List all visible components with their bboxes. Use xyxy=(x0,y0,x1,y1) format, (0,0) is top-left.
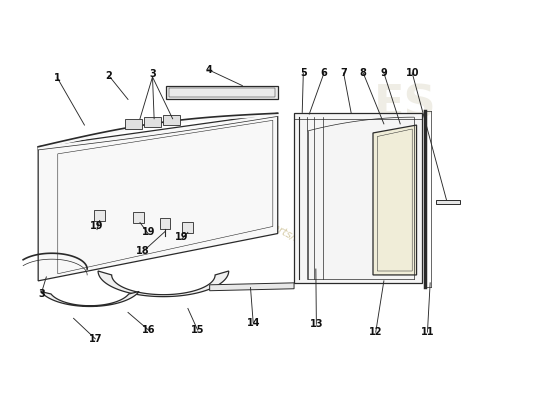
Text: 15: 15 xyxy=(191,325,205,335)
Text: 11: 11 xyxy=(421,327,434,337)
FancyBboxPatch shape xyxy=(183,222,194,233)
Text: 19: 19 xyxy=(174,232,188,242)
Text: 19: 19 xyxy=(90,222,104,232)
Text: 19: 19 xyxy=(142,226,156,236)
FancyBboxPatch shape xyxy=(125,119,141,129)
Text: ES: ES xyxy=(375,84,437,127)
Text: 7: 7 xyxy=(340,68,347,78)
Polygon shape xyxy=(436,200,460,204)
FancyBboxPatch shape xyxy=(163,115,180,126)
FancyBboxPatch shape xyxy=(94,210,105,221)
Text: 4: 4 xyxy=(205,65,212,75)
Text: 10: 10 xyxy=(405,68,419,78)
FancyBboxPatch shape xyxy=(144,117,161,128)
Text: 17: 17 xyxy=(89,334,102,344)
Polygon shape xyxy=(294,113,422,283)
Text: 2: 2 xyxy=(106,71,112,81)
Polygon shape xyxy=(41,292,139,306)
Polygon shape xyxy=(166,86,278,100)
Text: 5: 5 xyxy=(300,68,307,78)
Text: 6: 6 xyxy=(321,68,327,78)
Text: 14: 14 xyxy=(246,318,260,328)
Polygon shape xyxy=(98,271,229,297)
FancyBboxPatch shape xyxy=(134,212,144,223)
Text: 13: 13 xyxy=(310,319,323,329)
FancyBboxPatch shape xyxy=(160,218,170,229)
Text: 8: 8 xyxy=(360,68,367,78)
Text: 1: 1 xyxy=(54,73,60,83)
Text: 9: 9 xyxy=(381,68,387,78)
Text: 16: 16 xyxy=(142,325,156,335)
Text: 3: 3 xyxy=(39,289,45,299)
Text: 3: 3 xyxy=(149,69,156,79)
Polygon shape xyxy=(373,125,416,275)
Text: 18: 18 xyxy=(136,246,150,256)
Polygon shape xyxy=(210,283,294,291)
Text: a passion for parts/since 1999: a passion for parts/since 1999 xyxy=(204,186,346,269)
Polygon shape xyxy=(38,113,278,281)
Text: 12: 12 xyxy=(369,327,382,337)
